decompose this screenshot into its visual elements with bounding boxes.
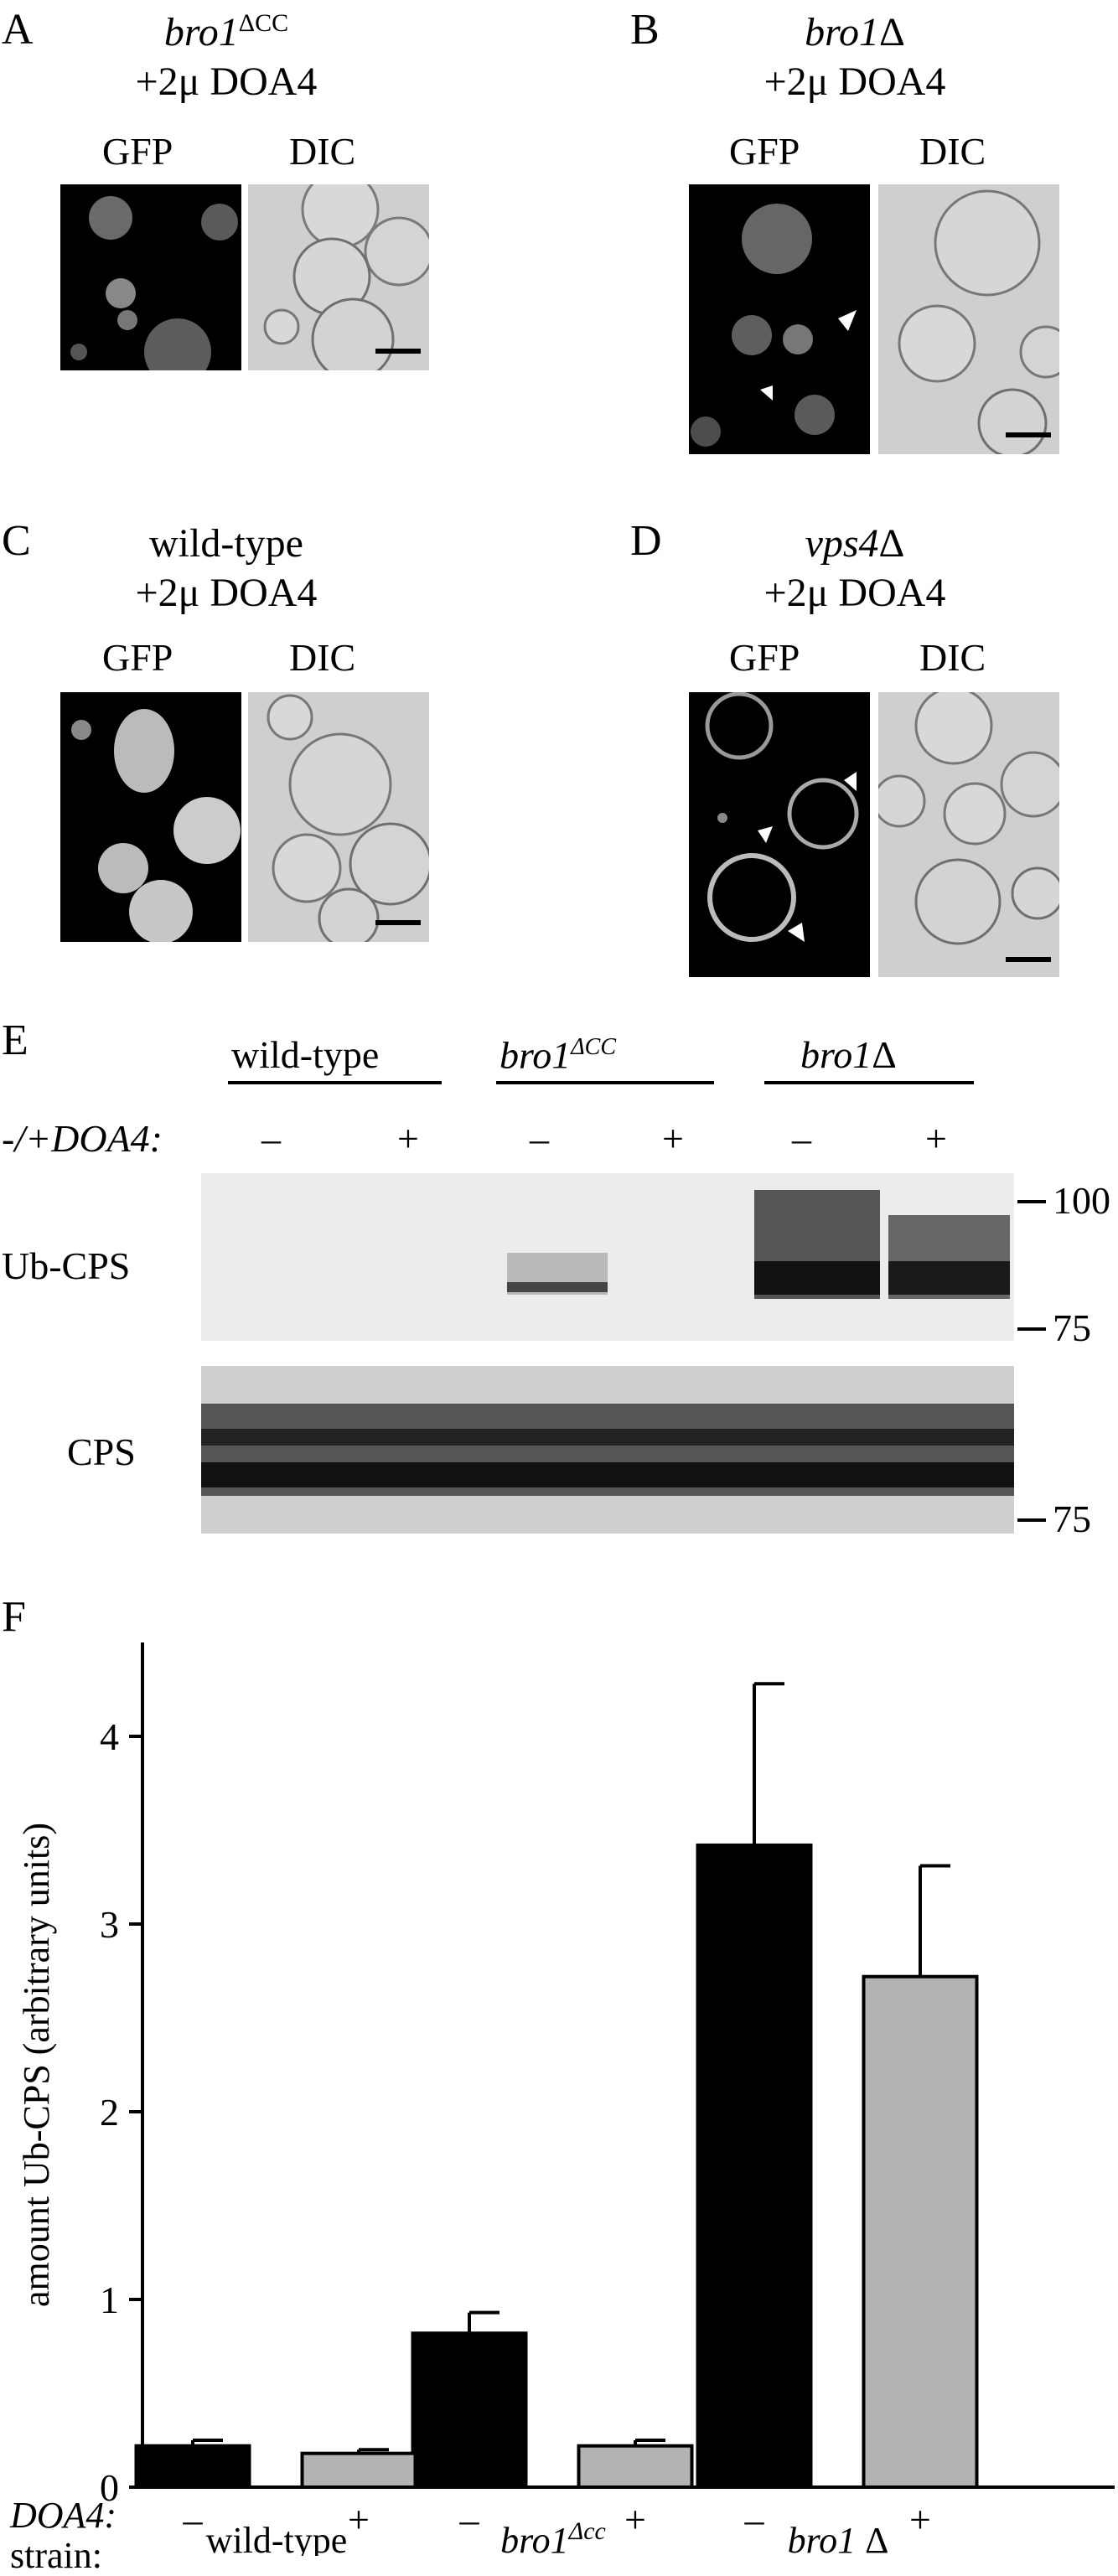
blot-lane-sign-4: + — [662, 1117, 684, 1160]
panel-c-dic-image — [248, 692, 429, 942]
doa4-sign-4: – — [744, 2498, 765, 2541]
panel-d-gfp-label: GFP — [729, 636, 800, 679]
blot-marker-tick-75a — [1017, 1327, 1046, 1331]
blot-ubcps-label: Ub-CPS — [2, 1244, 131, 1287]
panel-a-title-sup: ΔCC — [238, 9, 289, 37]
y-tick-label-3: 3 — [100, 1903, 119, 1946]
panel-label-a: A — [2, 6, 34, 54]
panel-label-b: B — [630, 6, 660, 54]
panel-c-dic-label: DIC — [289, 636, 356, 679]
bar-plus-1 — [577, 2444, 694, 2489]
panel-label-e: E — [2, 1016, 28, 1064]
blot-group-underline-2 — [496, 1081, 714, 1084]
blot-marker-tick-100 — [1017, 1200, 1046, 1203]
panel-b-title-line2: +2μ DOA4 — [763, 59, 946, 104]
blot-lane-sign-6: + — [925, 1117, 947, 1160]
blot-lane-sign-3: – — [530, 1117, 549, 1160]
panel-b-dic-image — [878, 184, 1059, 454]
blot-group-bro1d: bro1Δ — [800, 1036, 897, 1074]
strain-label-wildtype: wild-type — [206, 2520, 348, 2556]
panel-a-title: bro1ΔCC +2μ DOA4 — [84, 8, 369, 106]
blot-marker-75a: 75 — [1053, 1306, 1091, 1349]
panel-label-d: D — [630, 517, 662, 565]
blot-cps-label: CPS — [67, 1430, 136, 1473]
panel-b-title-gene: bro1 — [805, 10, 880, 54]
panel-c-title-line1: wild-type — [149, 521, 303, 566]
y-tick-label-1: 1 — [100, 2279, 119, 2321]
panel-label-c: C — [2, 517, 31, 565]
y-tick-label-0: 0 — [100, 2466, 119, 2509]
panel-b-title: bro1Δ +2μ DOA4 — [712, 8, 997, 106]
blot-group-bro1d-gene: bro1 — [800, 1033, 872, 1076]
panel-d-dic-label: DIC — [919, 636, 986, 679]
ub-cps-bar-chart: 0 1 2 3 4 amount Ub-CPS (arbitrary units) – + – +… — [16, 1642, 1115, 2556]
bar-plus-2 — [862, 1974, 979, 2490]
doa4-row-label: DOA4: — [10, 2495, 117, 2536]
blot-group-wildtype: wild-type — [231, 1033, 380, 1076]
panel-c-gfp-image — [60, 692, 241, 942]
y-axis-label: amount Ub-CPS (arbitrary units) — [16, 1823, 57, 2307]
blot-group-underline-1 — [228, 1081, 442, 1084]
blot-lane-sign-1: – — [261, 1117, 281, 1160]
y-tick-label-2: 2 — [100, 2091, 119, 2134]
panel-b-gfp-label: GFP — [729, 130, 800, 173]
bar-plus-0 — [300, 2451, 417, 2490]
panel-label-f: F — [2, 1593, 26, 1641]
doa4-sign-3: + — [624, 2498, 646, 2541]
strain-label-bro1cc: bro1Δcc — [500, 2517, 606, 2556]
panel-a-gfp-label: GFP — [102, 130, 173, 173]
panel-b-title-sup: Δ — [879, 10, 905, 54]
blot-cps-image — [201, 1366, 1014, 1534]
strain-label-bro1d: bro1 Δ — [788, 2520, 889, 2556]
panel-c-title-line2: +2μ DOA4 — [135, 570, 318, 615]
panel-d-title-line2: +2μ DOA4 — [763, 570, 946, 615]
blot-marker-75b: 75 — [1053, 1497, 1091, 1540]
panel-c-gfp-label: GFP — [102, 636, 173, 679]
blot-group-bro1cc-gene: bro1 — [499, 1033, 572, 1077]
bar-minus-0 — [134, 2444, 251, 2489]
bar-minus-2 — [696, 1843, 813, 2490]
blot-ubcps-image — [201, 1173, 1014, 1341]
doa4-sign-0: – — [183, 2498, 204, 2541]
blot-group-bro1cc-sup: ΔCC — [571, 1034, 616, 1060]
blot-group-underline-3 — [764, 1081, 974, 1084]
panel-a-title-gene: bro1 — [163, 10, 239, 54]
panel-b-gfp-image — [689, 184, 870, 454]
panel-a-gfp-image — [60, 184, 241, 370]
blot-group-bro1cc: bro1ΔCC — [499, 1036, 616, 1074]
panel-a-dic-label: DIC — [289, 130, 356, 173]
y-tick-label-4: 4 — [100, 1715, 119, 1758]
blot-group-bro1d-sup: Δ — [872, 1033, 897, 1076]
doa4-sign-1: + — [348, 2498, 370, 2541]
blot-marker-tick-75b — [1017, 1518, 1046, 1522]
doa4-sign-2: – — [459, 2498, 480, 2541]
panel-d-gfp-image — [689, 692, 870, 977]
panel-d-dic-image — [878, 692, 1059, 977]
panel-d-title-gene: vps4 — [805, 521, 879, 566]
panel-d-title-sup: Δ — [878, 521, 905, 566]
doa4-sign-5: + — [909, 2498, 931, 2541]
panel-d-title: vps4Δ +2μ DOA4 — [712, 520, 997, 618]
panel-b-dic-label: DIC — [919, 130, 986, 173]
blot-doa4-label: -/+DOA4: — [2, 1117, 163, 1160]
blot-marker-100: 100 — [1053, 1179, 1110, 1222]
blot-lane-sign-5: – — [792, 1117, 811, 1160]
panel-c-title: wild-type +2μ DOA4 — [84, 520, 369, 618]
bar-minus-1 — [411, 2331, 528, 2489]
strain-row-label: strain: — [10, 2535, 102, 2576]
blot-lane-sign-2: + — [397, 1117, 419, 1160]
panel-a-title-line2: +2μ DOA4 — [135, 59, 318, 104]
panel-a-dic-image — [248, 184, 429, 370]
